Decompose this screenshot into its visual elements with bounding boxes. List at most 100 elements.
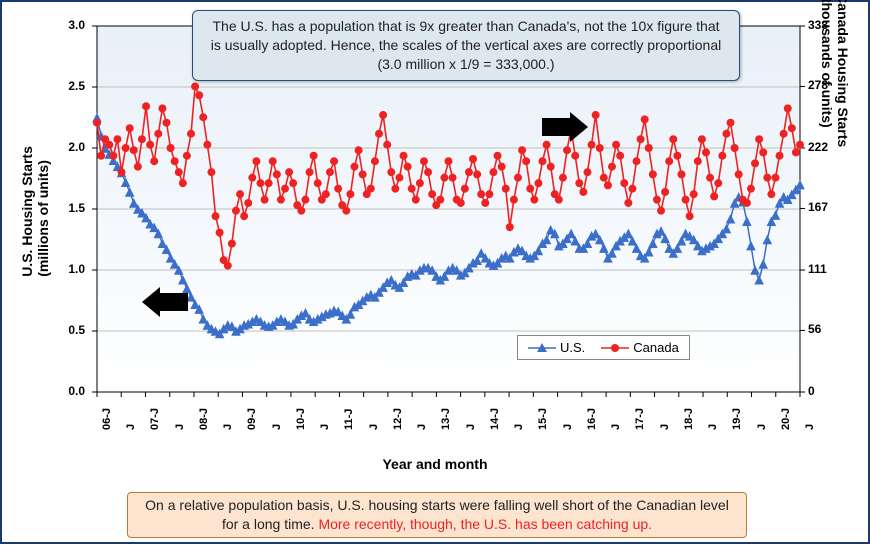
y-left-title: U.S. Housing Starts (19, 146, 35, 277)
canada-series-marker (199, 113, 207, 121)
canada-series-marker (534, 179, 542, 187)
canada-series-marker (669, 135, 677, 143)
y-left-tick: 0.0 (68, 384, 85, 398)
us-series-marker (182, 284, 192, 294)
chart-frame: U.S. Housing Starts (millions of units) … (0, 0, 870, 544)
canada-series-marker (440, 174, 448, 182)
canada-series-marker (673, 152, 681, 160)
canada-series-marker (596, 144, 604, 152)
canada-series-marker (400, 152, 408, 160)
canada-series-marker (359, 170, 367, 178)
y-left-label: U.S. Housing Starts (millions of units) (19, 146, 51, 277)
canada-series-marker (469, 155, 477, 163)
us-series-marker (722, 224, 732, 234)
canada-series-marker (751, 159, 759, 167)
x-tick: 15-J (537, 408, 549, 430)
canada-series-marker (158, 104, 166, 112)
canada-series-marker (408, 185, 416, 193)
canada-series-marker (256, 179, 264, 187)
canada-series-marker (150, 157, 158, 165)
canada-series-marker (350, 163, 358, 171)
x-tick: 11-J (343, 409, 355, 430)
canada-series-marker (637, 135, 645, 143)
x-tick: 16-J (586, 408, 598, 430)
x-tick: J (174, 424, 186, 430)
canada-series-marker (682, 196, 690, 204)
canada-series-marker (502, 185, 510, 193)
canada-series-marker (698, 135, 706, 143)
y-left-tick: 3.0 (68, 18, 85, 32)
canada-series-marker (175, 168, 183, 176)
us-series-marker (771, 210, 781, 220)
y-left-tick: 1.5 (68, 201, 85, 215)
y-right-tick: 222 (808, 140, 828, 154)
canada-series-marker (788, 124, 796, 132)
canada-series-marker (261, 196, 269, 204)
x-tick: J (222, 424, 234, 430)
canada-series-marker (383, 141, 391, 149)
x-tick: 08-J (198, 408, 210, 430)
canada-series-marker (391, 185, 399, 193)
canada-series-marker (755, 135, 763, 143)
canada-series-marker (588, 141, 596, 149)
us-series-marker (566, 229, 576, 239)
canada-series-marker (375, 130, 383, 138)
canada-series-marker (216, 229, 224, 237)
canada-series-marker (122, 144, 130, 152)
canada-series-marker (355, 146, 363, 154)
canada-series-marker (530, 196, 538, 204)
canada-series-marker (657, 207, 665, 215)
canada-series-marker (412, 196, 420, 204)
canada-series-marker (212, 212, 220, 220)
canada-series-marker (784, 104, 792, 112)
canada-series-marker (600, 174, 608, 182)
canada-series-marker (179, 179, 187, 187)
x-tick: J (465, 424, 477, 430)
x-tick: 13-J (440, 408, 452, 430)
canada-series-marker (240, 212, 248, 220)
y-right-tick: 111 (808, 262, 827, 276)
canada-series-marker (301, 196, 309, 204)
canada-series-marker (763, 174, 771, 182)
canada-series-marker (616, 152, 624, 160)
canada-series-marker (494, 152, 502, 160)
legend-item: Canada (601, 340, 679, 355)
x-tick: J (562, 424, 574, 430)
canada-series-marker (522, 157, 530, 165)
canada-series-marker (203, 141, 211, 149)
x-axis-label: Year and month (2, 456, 868, 472)
us-series-marker (648, 238, 658, 248)
canada-series-marker (314, 179, 322, 187)
canada-series-marker (694, 157, 702, 165)
us-series-marker (795, 180, 805, 190)
canada-series-marker (792, 148, 800, 156)
canada-series-marker (142, 102, 150, 110)
canada-series-marker (118, 168, 126, 176)
canada-series-marker (105, 141, 113, 149)
canada-series-marker (633, 157, 641, 165)
canada-series-marker (395, 174, 403, 182)
canada-series-marker (665, 157, 673, 165)
canada-series-marker (461, 185, 469, 193)
canada-series-marker (510, 196, 518, 204)
canada-series-marker (367, 185, 375, 193)
canada-series-marker (436, 196, 444, 204)
us-series-marker (178, 275, 188, 285)
x-tick: 19-J (731, 408, 743, 430)
us-series-marker (758, 259, 768, 269)
x-tick: J (707, 424, 719, 430)
us-series-line (97, 118, 800, 334)
canada-series-marker (330, 157, 338, 165)
x-tick: 18-J (683, 408, 695, 430)
canada-series-marker (346, 190, 354, 198)
canada-series-marker (146, 141, 154, 149)
canada-series-marker (93, 119, 101, 127)
canada-series-marker (702, 148, 710, 156)
canada-series-marker (604, 181, 612, 189)
us-series-marker (763, 235, 773, 245)
us-series-marker (742, 216, 752, 226)
canada-series-marker (109, 152, 117, 160)
y-right-tick: 278 (808, 78, 828, 92)
canada-series-marker (277, 196, 285, 204)
canada-series-marker (428, 190, 436, 198)
